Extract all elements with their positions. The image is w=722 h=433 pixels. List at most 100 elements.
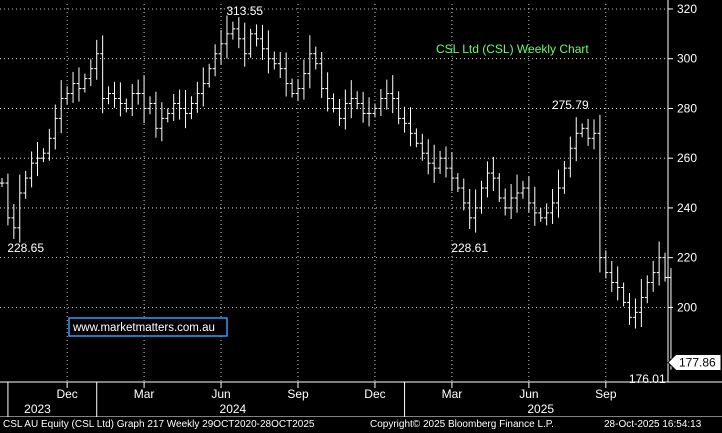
x-tick-label: Mar xyxy=(134,387,155,401)
price-bar xyxy=(0,178,5,188)
price-bar xyxy=(342,89,348,130)
watermark-text: www.marketmatters.com.au xyxy=(72,322,215,334)
price-bar xyxy=(354,91,360,110)
price-bar xyxy=(194,81,200,113)
price-bar xyxy=(467,189,473,230)
price-bar xyxy=(479,180,484,214)
y-tick-label: 300 xyxy=(677,52,697,66)
year-label: 2025 xyxy=(527,402,554,416)
price-bar xyxy=(271,51,277,70)
price-bar xyxy=(307,35,313,89)
price-bar xyxy=(277,51,283,79)
price-bar xyxy=(94,39,100,80)
price-bar xyxy=(502,188,508,216)
price-bar xyxy=(301,59,307,100)
plot-background xyxy=(0,0,722,417)
y-tick-label: 220 xyxy=(677,251,697,265)
price-bar xyxy=(5,173,11,226)
price-bar xyxy=(183,90,188,129)
price-bar xyxy=(567,136,573,178)
price-bar xyxy=(200,67,206,107)
price-bar xyxy=(633,298,638,329)
price-bar xyxy=(212,44,218,77)
price-bar xyxy=(425,139,431,175)
price-bar xyxy=(485,161,490,198)
price-bar xyxy=(431,144,437,183)
price-bar xyxy=(615,266,621,301)
price-bar xyxy=(662,252,668,282)
x-tick-label: Dec xyxy=(56,387,77,401)
price-bar xyxy=(449,151,455,192)
price-bar xyxy=(372,103,378,118)
price-bar xyxy=(597,114,603,273)
price-bar xyxy=(550,189,555,225)
price-bar xyxy=(390,75,396,114)
price-bar xyxy=(129,84,135,117)
price-bar xyxy=(414,128,419,148)
last-price-label: 177.86 xyxy=(679,355,716,369)
price-bar xyxy=(627,292,632,325)
price-bar xyxy=(337,98,342,126)
price-bar xyxy=(556,169,561,218)
price-bar xyxy=(396,91,402,125)
price-bar xyxy=(147,96,153,115)
footer-security: CSL AU Equity (CSL Ltd) Graph 217 Weekly… xyxy=(3,419,315,430)
footer-bar: CSL AU Equity (CSL Ltd) Graph 217 Weekly… xyxy=(0,417,722,433)
x-tick-label: Sep xyxy=(287,387,309,401)
price-bar xyxy=(514,174,520,213)
x-tick-label: Sep xyxy=(595,387,617,401)
price-bar xyxy=(532,186,538,226)
price-bar xyxy=(348,80,354,119)
price-bar xyxy=(82,73,88,93)
price-bar xyxy=(443,146,449,178)
price-bar xyxy=(591,119,597,150)
x-tick-label: Dec xyxy=(364,387,385,401)
price-bar xyxy=(295,79,301,102)
price-bar xyxy=(46,128,52,161)
price-bar xyxy=(419,133,425,161)
price-bar xyxy=(378,89,384,117)
chart-title: CSL Ltd (CSL) Weekly Chart xyxy=(436,42,589,56)
price-bar xyxy=(638,279,644,328)
price-bar xyxy=(165,108,171,123)
price-bar xyxy=(603,250,609,279)
price-bar xyxy=(177,89,182,120)
price-bar xyxy=(242,22,248,67)
price-annotation: 313.55 xyxy=(226,4,263,18)
price-annotation: 228.61 xyxy=(451,241,488,255)
price-bar xyxy=(159,102,165,142)
price-bar xyxy=(11,203,17,239)
price-bar xyxy=(283,52,289,97)
price-annotation: 176.01 xyxy=(629,372,666,386)
price-bar xyxy=(455,173,461,193)
price-bar xyxy=(384,79,390,110)
price-bar xyxy=(266,30,271,74)
y-tick-label: 200 xyxy=(677,300,697,314)
price-bar xyxy=(609,260,615,292)
price-bar xyxy=(260,24,265,60)
year-label: 2023 xyxy=(24,402,51,416)
price-bar xyxy=(123,98,129,113)
price-bar xyxy=(248,28,254,58)
price-bar xyxy=(331,93,336,113)
price-bar xyxy=(656,241,662,286)
price-bar xyxy=(461,178,467,211)
price-bar xyxy=(538,207,544,222)
price-bar xyxy=(325,72,330,112)
time-axis: Dec Mar Jun Sep Dec Mar Jun Sep 2023 2024 2025 xyxy=(7,382,617,417)
price-bar xyxy=(562,160,567,194)
price-bar xyxy=(366,97,372,127)
price-bar xyxy=(236,17,242,49)
price-bar xyxy=(153,91,159,138)
price-bar xyxy=(544,203,550,226)
price-bar xyxy=(496,173,502,202)
x-tick-label: Jun xyxy=(519,387,538,401)
price-bar xyxy=(206,63,212,88)
price-bars xyxy=(0,15,674,370)
watermark: www.marketmatters.com.au xyxy=(68,317,228,337)
price-chart: 200 220 240 260 280 300 320 177.86 Dec Mar Jun Sep… xyxy=(0,0,722,418)
y-tick-label: 240 xyxy=(677,201,697,215)
price-bar xyxy=(224,15,230,59)
price-bar xyxy=(52,104,58,150)
y-tick-label: 260 xyxy=(677,151,697,165)
